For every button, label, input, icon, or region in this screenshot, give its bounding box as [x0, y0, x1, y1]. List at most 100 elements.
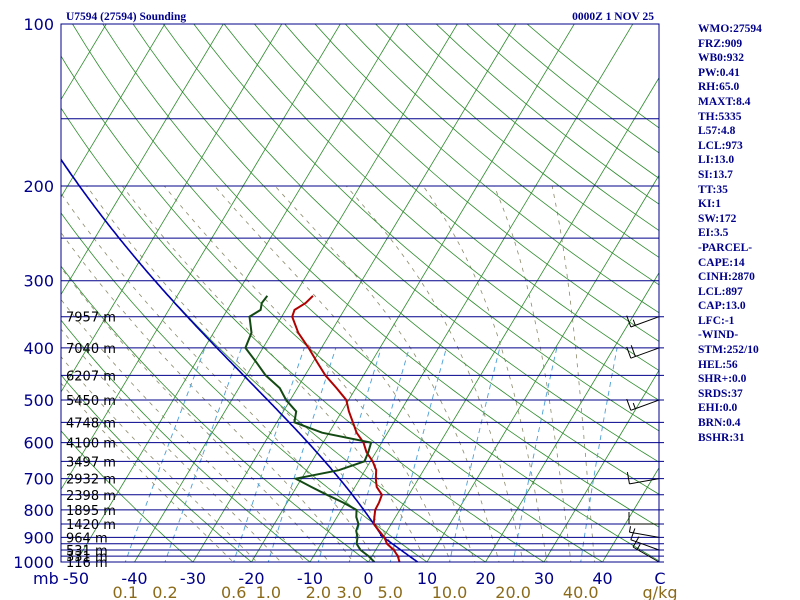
mixing-ratio-tick-label: 0.6: [221, 583, 246, 600]
height-label: 331 m: [66, 550, 108, 565]
index-item: HEL:56: [698, 358, 738, 371]
temperature-tick-label: 40: [592, 569, 612, 588]
isotherm: [75, 24, 400, 562]
isotherm: [426, 174, 659, 562]
pressure-tick-label: 900: [23, 528, 54, 547]
height-label: 4748 m: [66, 416, 116, 431]
index-item: -PARCEL-: [698, 241, 753, 254]
pressure-axis-label: mb: [33, 569, 59, 588]
pressure-tick-label: 200: [23, 177, 54, 196]
isotherm: [61, 24, 341, 491]
wind-barb: [628, 526, 660, 538]
index-item: WMO:27594: [698, 23, 762, 35]
height-label: 1895 m: [66, 504, 116, 519]
wind-barb-flag: [626, 315, 632, 328]
chart-title: U7594 (27594) Sounding: [66, 11, 186, 23]
dry-adiabat: [61, 107, 545, 562]
dewpoint-trace: [244, 295, 376, 562]
pressure-tick-label: 800: [23, 501, 54, 520]
indices-panel: WMO:27594 FRZ:909 WB0:932 PW:0.41 RH:65.0 MAX…: [698, 22, 798, 445]
wind-barb: [626, 345, 660, 359]
index-item: WB0:932: [698, 52, 744, 65]
mixing-ratio-line: [267, 347, 337, 562]
isotherm: [61, 24, 166, 198]
isotherm: [251, 24, 575, 562]
mixing-ratio-line: [124, 347, 206, 562]
height-label: 2932 m: [66, 473, 116, 488]
index-item: LFC:-1: [698, 314, 735, 327]
index-item: FRZ:909: [698, 37, 743, 50]
height-label: 531 m: [66, 544, 108, 559]
wind-barb-flag: [626, 471, 630, 484]
isotherm: [309, 24, 634, 562]
wind-barbs: [626, 315, 660, 563]
mixing-ratio-tick-label: 0.1: [113, 583, 138, 600]
mixing-ratio-tick-label: 40.0: [563, 583, 599, 600]
wind-barb: [626, 471, 660, 485]
index-item: L57:4.8: [698, 125, 736, 138]
index-item: CAPE:14: [698, 256, 745, 269]
chart-time: 0000Z 1 NOV 25: [572, 11, 654, 23]
index-item: SI:13.7: [698, 168, 733, 181]
mixing-ratio-tick-label: 20.0: [495, 583, 531, 600]
isotherm: [61, 24, 224, 296]
mixing-ratio-tick-label: 0.2: [152, 583, 177, 600]
mixing-ratio-line: [389, 347, 447, 562]
pressure-tick-label: 300: [23, 272, 54, 291]
dry-adiabat: [193, 24, 659, 432]
wind-barb-shaft: [629, 531, 660, 538]
temperature-tick-label: 10: [417, 569, 437, 588]
dry-adiabat: [163, 24, 659, 463]
dry-adiabat: [314, 24, 659, 314]
mixing-ratio-line: [348, 347, 410, 562]
wind-barb-flag: [632, 402, 636, 409]
temperature-tick-label: 30: [534, 569, 554, 588]
pressure-tick-label: 500: [23, 391, 54, 410]
height-label: 5450 m: [66, 394, 116, 409]
isotherm: [485, 272, 659, 562]
isotherm: [134, 24, 458, 562]
moist-adiabat: [61, 328, 282, 562]
moist-adiabats: [61, 185, 596, 562]
index-item: LI:13.0: [698, 154, 735, 167]
index-item: SRDS:37: [698, 387, 743, 400]
mixing-ratio-unit-label: g/kg: [643, 583, 678, 600]
mixing-ratio-line: [580, 347, 618, 562]
wind-barb-shaft: [630, 539, 660, 551]
wind-barb-flag: [630, 345, 636, 357]
index-item: TH:5335: [698, 110, 742, 123]
height-label: 1420 m: [66, 518, 116, 533]
pressure-tick-label: 600: [23, 434, 54, 453]
index-item: CAP:13.0: [698, 300, 746, 313]
dry-adiabat: [284, 24, 659, 342]
index-item: PW:0.41: [698, 66, 740, 79]
moist-adiabat: [61, 382, 234, 562]
temperature-tick-label: -30: [180, 569, 206, 588]
dry-adiabat: [375, 24, 659, 258]
isobars: [61, 23, 664, 563]
temperature-trace: [291, 295, 401, 562]
moist-adiabat: [551, 185, 596, 562]
temperature-tick-label: -20: [238, 569, 264, 588]
wind-barb: [626, 315, 660, 328]
moist-adiabat: [61, 356, 258, 562]
mixing-ratio-line: [449, 347, 501, 562]
height-label: 3497 m: [66, 455, 116, 470]
moist-adiabat: [86, 185, 403, 562]
isotherm: [0, 12, 55, 573]
mixing-ratio-line: [512, 347, 558, 562]
index-item: CINH:2870: [698, 271, 755, 284]
isotherm: [368, 77, 659, 562]
dry-adiabat: [61, 430, 194, 562]
wind-barb: [628, 512, 659, 525]
height-label: 7040 m: [66, 342, 116, 357]
pressure-tick-label: 100: [23, 15, 54, 34]
isotherm: [192, 24, 517, 562]
moist-adiabat: [61, 298, 306, 562]
height-label: 7957 m: [66, 311, 116, 326]
index-item: KI:1: [698, 198, 721, 211]
dry-adiabat: [223, 24, 659, 401]
